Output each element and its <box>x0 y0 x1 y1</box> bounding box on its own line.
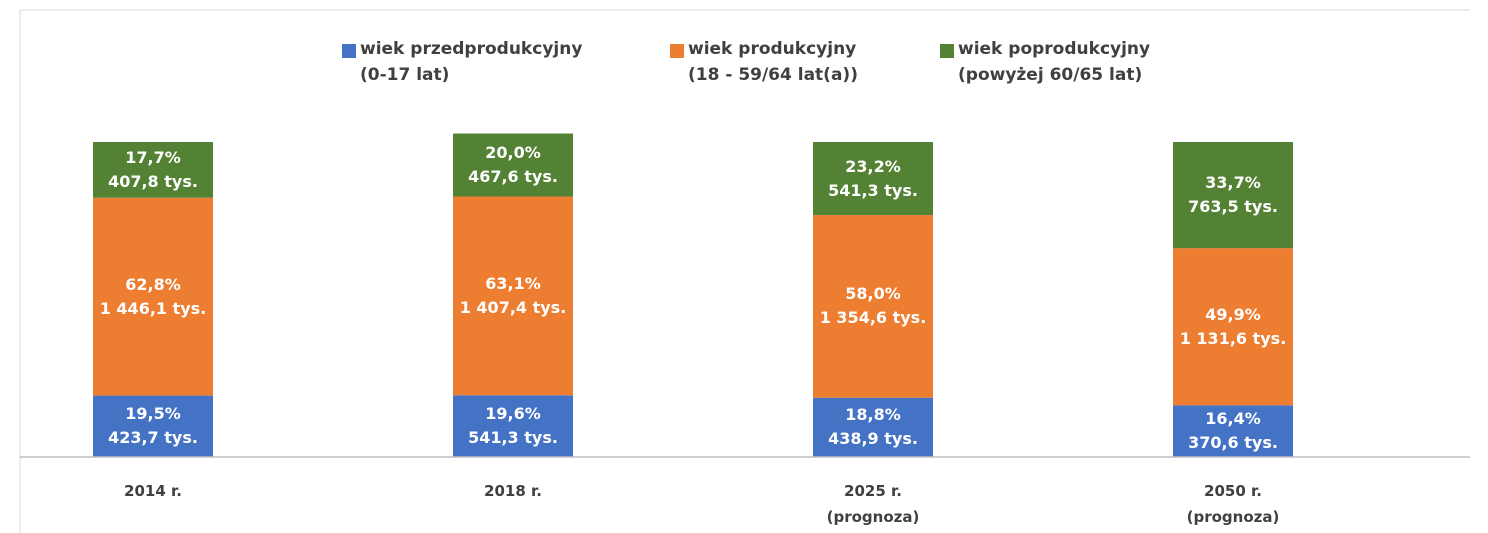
data-label: 49,9% 1 131,6 tys. <box>1153 248 1313 405</box>
bar-segment <box>1173 142 1293 249</box>
legend-swatch <box>342 44 356 58</box>
legend-swatch <box>670 44 684 58</box>
data-label: 33,7% 763,5 tys. <box>1153 142 1313 248</box>
value-label: 58,0% <box>845 284 901 304</box>
data-label: 58,0% 1 354,6 tys. <box>793 215 953 398</box>
value-label: 17,7% <box>125 147 181 167</box>
data-label: 20,0% 467,6 tys. <box>433 133 593 196</box>
count-label: 1 407,4 tys. <box>459 297 567 317</box>
value-label: 16,4% <box>1205 409 1261 429</box>
data-label: 18,8% 438,9 tys. <box>793 398 953 457</box>
bar-segment <box>93 142 213 198</box>
bar-segment <box>93 197 213 396</box>
bar-segment <box>813 215 933 398</box>
data-label: 23,2% 541,3 tys. <box>793 142 953 215</box>
legend-swatch <box>940 44 954 58</box>
value-label: 19,5% <box>125 404 181 424</box>
x-tick-label: 2025 r. (prognoza) <box>826 482 920 526</box>
data-label: 16,4% 370,6 tys. <box>1153 405 1313 457</box>
count-label: 407,8 tys. <box>108 171 198 191</box>
count-label: 1 446,1 tys. <box>99 298 207 318</box>
bar-segment <box>453 133 573 197</box>
value-label: 33,7% <box>1205 173 1261 193</box>
data-label: 17,7% 407,8 tys. <box>73 142 233 198</box>
x-tick-label: 2050 r. (prognoza) <box>1186 482 1280 526</box>
count-label: 1 354,6 tys. <box>819 308 927 328</box>
count-label: 423,7 tys. <box>108 428 198 448</box>
x-tick-label: 2018 r. <box>484 482 542 500</box>
count-label: 541,3 tys. <box>828 180 918 200</box>
value-label: 62,8% <box>125 274 181 294</box>
count-label: 467,6 tys. <box>468 166 558 186</box>
value-label: 23,2% <box>845 156 901 176</box>
count-label: 438,9 tys. <box>828 429 918 449</box>
value-label: 20,0% <box>485 142 541 162</box>
bar-segment <box>813 397 933 457</box>
value-label: 49,9% <box>1205 304 1261 324</box>
count-label: 1 131,6 tys. <box>1179 328 1287 348</box>
legend-label: wiek poprodukcyjny (powyżej 60/65 lat) <box>958 39 1151 85</box>
data-label: 19,6% 541,3 tys. <box>433 395 593 457</box>
value-label: 63,1% <box>485 273 541 293</box>
x-tick-label: 2014 r. <box>124 482 182 500</box>
legend-label: wiek przedprodukcyjny (0-17 lat) <box>360 39 583 85</box>
bar-segment <box>453 395 573 457</box>
data-label: 19,5% 423,7 tys. <box>73 396 233 457</box>
legend-label: wiek produkcyjny (18 - 59/64 lat(a)) <box>688 39 858 85</box>
bar-segment <box>453 196 573 396</box>
value-label: 18,8% <box>845 405 901 425</box>
count-label: 763,5 tys. <box>1188 197 1278 217</box>
bar-segment <box>813 142 933 216</box>
count-label: 370,6 tys. <box>1188 433 1278 453</box>
bar-segment <box>1173 248 1293 406</box>
bar-segment <box>1173 405 1293 457</box>
bar-segment <box>93 395 213 457</box>
value-label: 19,6% <box>485 404 541 424</box>
data-label: 63,1% 1 407,4 tys. <box>433 196 593 395</box>
count-label: 541,3 tys. <box>468 428 558 448</box>
data-label: 62,8% 1 446,1 tys. <box>73 198 233 396</box>
